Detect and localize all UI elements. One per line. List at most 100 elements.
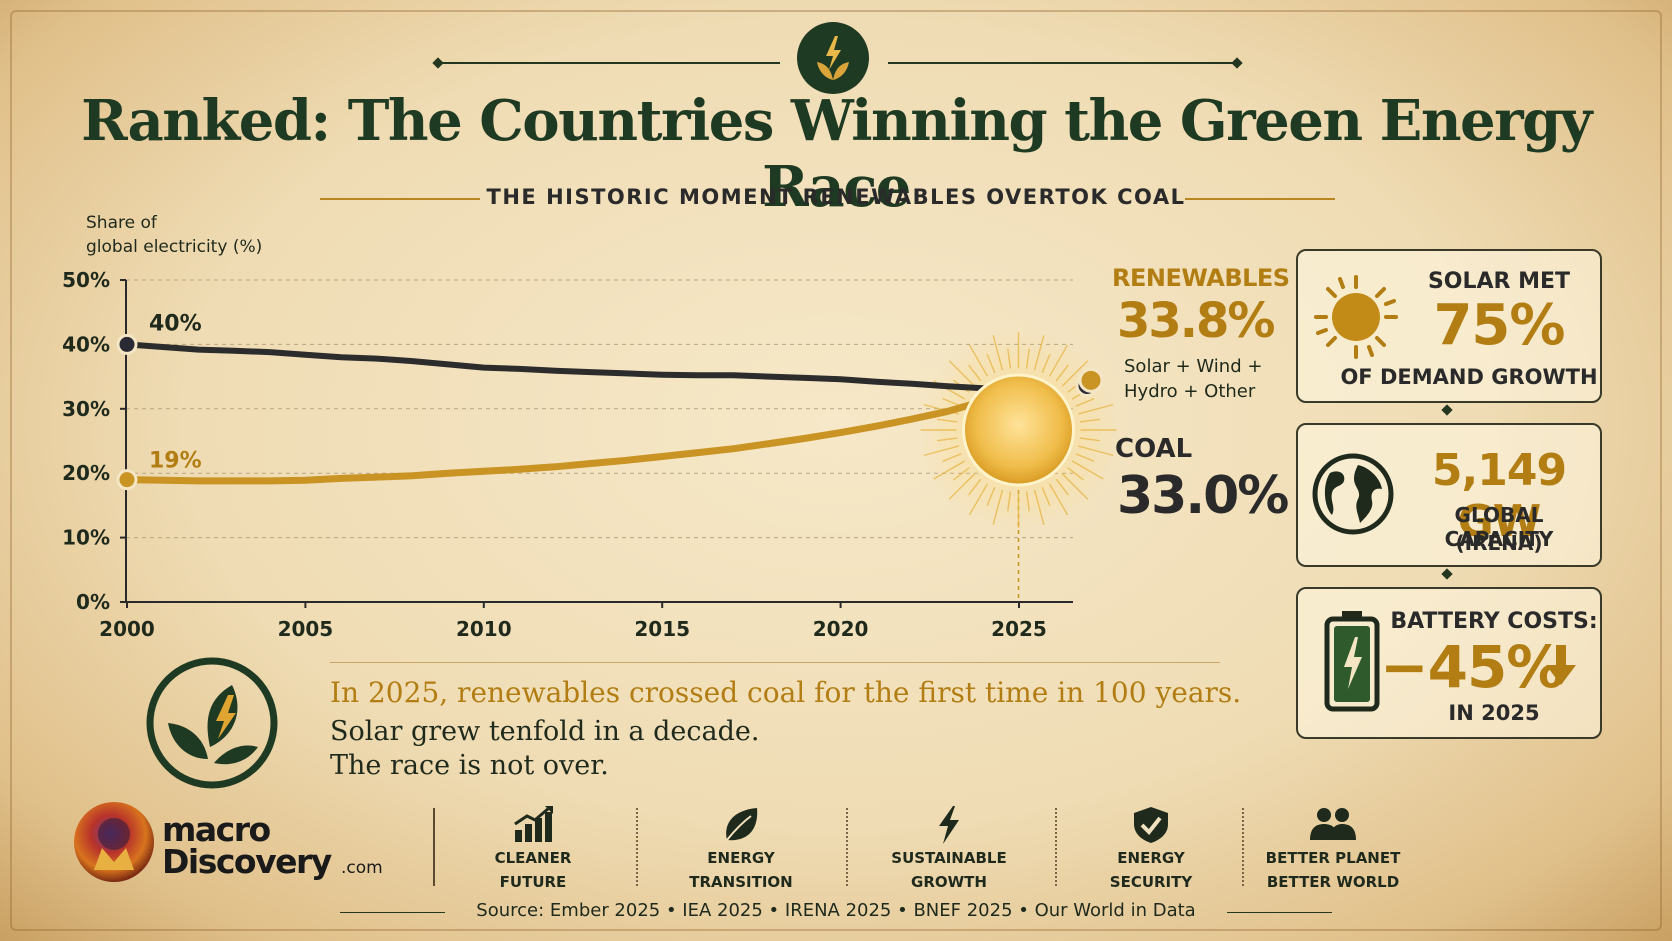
crossover-ray: [1007, 491, 1012, 512]
crossover-ray: [1078, 445, 1114, 457]
crossover-ray: [992, 335, 1004, 371]
feature-label-1: ENERGY: [707, 849, 775, 867]
capacity-card-value: 5,149 GW: [1431, 445, 1567, 547]
renewables-start-label: 19%: [149, 449, 202, 474]
crossover-ray: [1071, 460, 1104, 480]
down-arrow-icon: [1546, 645, 1576, 685]
crossover-ray: [937, 418, 958, 423]
crossover-ray: [942, 453, 962, 463]
crossover-ray: [1033, 489, 1045, 525]
footer-separator: [636, 808, 640, 886]
leaf-bolt-emblem-icon: [146, 657, 278, 789]
crossover-ray: [1007, 348, 1012, 369]
crossover-ray: [1075, 397, 1095, 407]
x-tick-label: 2020: [813, 617, 869, 641]
footer-separator: [846, 808, 850, 886]
crossover-ray: [1048, 483, 1069, 516]
page-title: Ranked: The Countries Winning the Green …: [81, 88, 1592, 220]
series-line-coal: [124, 341, 1022, 393]
y-tick-label: 20%: [62, 461, 110, 485]
solar-card-value: 75%: [1433, 293, 1565, 358]
y-axis-label: Share of global electricity (%): [86, 213, 262, 257]
footer-separator: [433, 808, 437, 886]
crossover-ray: [968, 344, 989, 377]
x-tick-label: 2010: [456, 617, 512, 641]
top-ornament-rule-right: [888, 62, 1236, 64]
footer-separator: [1242, 808, 1246, 886]
feature-label-2: TRANSITION: [689, 873, 793, 891]
stat-card-capacity: 5,149 GW GLOBAL CAPACITY (IRENA): [1296, 423, 1602, 567]
quote-line-3: The race is not over.: [330, 750, 609, 781]
feature-label-1: BETTER PLANET: [1265, 849, 1401, 867]
y-tick-label: 30%: [62, 397, 110, 421]
top-ornament-rule-left: [440, 62, 780, 64]
crossover-ray: [986, 353, 996, 373]
feature-label-1: ENERGY: [1117, 849, 1185, 867]
y-tick-label: 50%: [62, 268, 110, 292]
feature-label-2: SECURITY: [1109, 873, 1193, 891]
quote-rule: [330, 662, 1220, 663]
people-icon: [1310, 808, 1356, 840]
quote-line-1: In 2025, renewables crossed coal for the…: [330, 676, 1242, 709]
globe-icon: [1312, 453, 1394, 535]
source-footer: Source: Ember 2025 • IEA 2025 • IRENA 20…: [476, 900, 1196, 921]
point-renewables-end: [1078, 367, 1104, 393]
feature-label-2: GROWTH: [911, 873, 987, 891]
subtitle-rule-right: [1185, 198, 1335, 200]
crossover-ray: [968, 478, 982, 496]
footer-rule-right: [1227, 912, 1332, 913]
crossover-ray: [1061, 360, 1089, 387]
x-tick-label: 2015: [634, 617, 690, 641]
crossover-ray: [1033, 335, 1045, 371]
feature-energy-transition: ENERGY TRANSITION: [666, 806, 816, 892]
crossover-ray: [968, 364, 982, 382]
crossover-ray: [948, 360, 976, 387]
renewables-title: RENEWABLES: [1112, 264, 1290, 292]
crossover-ray: [937, 437, 958, 442]
renewables-desc-2: Hydro + Other: [1124, 381, 1256, 402]
y-tick-label: 40%: [62, 332, 110, 356]
macro-discovery-logo-icon: [74, 802, 154, 882]
capacity-card-line2: (IRENA): [1455, 531, 1543, 555]
footer-separator: [1055, 808, 1059, 886]
shield-check-icon: [1134, 807, 1168, 843]
crossover-ray: [1075, 453, 1095, 463]
feature-label-1: CLEANER: [494, 849, 572, 867]
crossover-ray: [948, 473, 976, 500]
feature-label-2: FUTURE: [499, 873, 567, 891]
crossover-ray: [1048, 344, 1069, 377]
leaf-icon: [726, 808, 758, 841]
y-tick-label: 0%: [76, 590, 110, 614]
battery-card-value: −45%: [1380, 633, 1564, 701]
page-subtitle: THE HISTORIC MOMENT RENEWABLES OVERTOK C…: [486, 185, 1186, 209]
y-axis-label-line: Share of: [86, 213, 158, 233]
feature-better-planet: BETTER PLANET BETTER WORLD: [1258, 806, 1408, 892]
x-tick-label: 2000: [99, 617, 155, 641]
crossover-ray: [986, 487, 996, 507]
feature-cleaner-future: CLEANER FUTURE: [458, 806, 608, 892]
sun-icon: [1314, 275, 1398, 359]
footer-rule-left: [340, 912, 445, 913]
leaf-bolt-badge-icon: [797, 22, 869, 94]
solar-card-line1: SOLAR MET: [1427, 269, 1571, 294]
crossover-badge: [962, 373, 1075, 487]
point-coal-start: [116, 333, 138, 355]
feature-label-2: BETTER WORLD: [1266, 873, 1400, 891]
renewables-desc-1: Solar + Wind +: [1124, 356, 1263, 377]
x-tick-label: 2025: [991, 617, 1047, 641]
series-line-renewables: [123, 380, 1023, 485]
crossover-ray: [1025, 348, 1030, 369]
y-axis-label-line: global electricity (%): [86, 237, 262, 257]
crossover-ray: [1061, 473, 1089, 500]
coal-title: COAL: [1115, 434, 1193, 464]
subtitle-rule-left: [320, 198, 480, 200]
crossover-ray: [1079, 437, 1100, 442]
crossover-ray: [1041, 487, 1051, 507]
y-tick-label: 10%: [62, 526, 110, 550]
battery-icon: [1324, 611, 1380, 712]
crossover-ray: [1067, 467, 1084, 481]
crossover-ray: [953, 467, 970, 481]
battery-card-line1: BATTERY COSTS:: [1390, 609, 1598, 634]
feature-label-1: SUSTAINABLE: [891, 849, 1007, 867]
